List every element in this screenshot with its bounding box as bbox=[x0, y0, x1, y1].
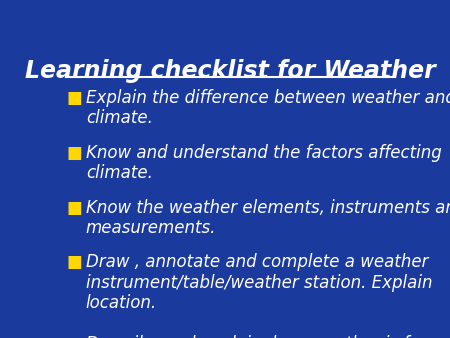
Text: ■: ■ bbox=[67, 254, 82, 271]
Text: Know and understand the factors affecting
climate.: Know and understand the factors affectin… bbox=[86, 144, 441, 182]
Text: ■: ■ bbox=[67, 335, 82, 338]
Text: ■: ■ bbox=[67, 89, 82, 107]
Text: Describe and explain  how weather is forecast.: Describe and explain how weather is fore… bbox=[86, 335, 450, 338]
Text: Draw , annotate and complete a weather
instrument/table/weather station. Explain: Draw , annotate and complete a weather i… bbox=[86, 254, 432, 312]
Text: Explain the difference between weather and
climate.: Explain the difference between weather a… bbox=[86, 89, 450, 127]
Text: ■: ■ bbox=[67, 198, 82, 217]
Text: ■: ■ bbox=[67, 144, 82, 162]
Text: Learning checklist for Weather: Learning checklist for Weather bbox=[25, 59, 436, 83]
Text: Know the weather elements, instruments and
measurements.: Know the weather elements, instruments a… bbox=[86, 198, 450, 237]
